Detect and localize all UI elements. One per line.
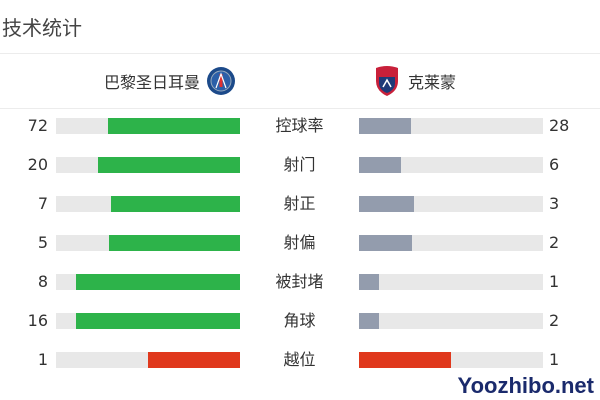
stat-row: 8 被封堵 1 bbox=[0, 272, 600, 292]
home-stat-bar bbox=[56, 274, 240, 290]
home-stat-fill bbox=[111, 196, 240, 212]
away-stat-fill bbox=[359, 118, 411, 134]
away-stat-bar bbox=[359, 352, 543, 368]
away-team-name: 克莱蒙 bbox=[408, 73, 457, 92]
away-stat-value: 1 bbox=[549, 350, 560, 369]
home-stat-value: 20 bbox=[27, 155, 48, 174]
home-stat-bar bbox=[56, 352, 240, 368]
home-stat-fill bbox=[76, 313, 240, 329]
away-stat-value: 2 bbox=[549, 233, 560, 252]
home-stat-fill bbox=[109, 235, 240, 251]
away-stat-fill bbox=[359, 196, 415, 212]
clermont-crest-icon bbox=[372, 65, 402, 97]
away-stat-fill bbox=[359, 313, 380, 329]
away-stat-value: 3 bbox=[549, 194, 560, 213]
watermark: Yoozhibo.net bbox=[457, 373, 594, 398]
stat-row: 1 越位 1 bbox=[0, 350, 600, 370]
away-stat-fill bbox=[359, 352, 451, 368]
home-stat-value: 16 bbox=[27, 311, 48, 330]
stat-label: 角球 bbox=[283, 311, 316, 330]
away-stat-bar bbox=[359, 118, 543, 134]
stat-label: 控球率 bbox=[275, 116, 324, 135]
divider bbox=[0, 108, 600, 109]
home-stat-bar bbox=[56, 196, 240, 212]
stat-row: 16 角球 2 bbox=[0, 311, 600, 331]
home-stat-bar bbox=[56, 235, 240, 251]
stat-label: 射门 bbox=[283, 155, 316, 174]
home-stat-value: 7 bbox=[37, 194, 48, 213]
home-stat-value: 72 bbox=[27, 116, 48, 135]
away-stat-value: 6 bbox=[549, 155, 560, 174]
home-stat-bar bbox=[56, 313, 240, 329]
away-stat-bar bbox=[359, 235, 543, 251]
home-stat-bar bbox=[56, 157, 240, 173]
home-stat-fill bbox=[148, 352, 240, 368]
divider bbox=[0, 53, 600, 54]
away-stat-fill bbox=[359, 274, 380, 290]
home-stat-value: 8 bbox=[37, 272, 48, 291]
away-stat-bar bbox=[359, 274, 543, 290]
away-team: 克莱蒙 bbox=[366, 66, 456, 96]
away-stat-fill bbox=[359, 235, 413, 251]
away-stat-fill bbox=[359, 157, 402, 173]
stat-row: 72 控球率 28 bbox=[0, 116, 600, 136]
stat-label: 被封堵 bbox=[275, 272, 324, 291]
stat-row: 20 射门 6 bbox=[0, 155, 600, 175]
away-stat-bar bbox=[359, 196, 543, 212]
away-stat-value: 2 bbox=[549, 311, 560, 330]
home-stat-value: 5 bbox=[37, 233, 48, 252]
home-team: 巴黎圣日耳曼 bbox=[104, 66, 242, 96]
away-stat-bar bbox=[359, 157, 543, 173]
stat-label: 越位 bbox=[283, 350, 316, 369]
psg-crest-icon bbox=[206, 65, 236, 97]
away-stat-value: 28 bbox=[549, 116, 570, 135]
stat-label: 射正 bbox=[283, 194, 316, 213]
away-stat-bar bbox=[359, 313, 543, 329]
away-stat-value: 1 bbox=[549, 272, 560, 291]
home-stat-fill bbox=[107, 118, 240, 134]
home-team-name: 巴黎圣日耳曼 bbox=[103, 73, 200, 92]
stat-row: 5 射偏 2 bbox=[0, 233, 600, 253]
home-stat-bar bbox=[56, 118, 240, 134]
home-stat-fill bbox=[98, 157, 240, 173]
page-title: 技术统计 bbox=[2, 16, 82, 40]
stat-row: 7 射正 3 bbox=[0, 194, 600, 214]
home-stat-fill bbox=[76, 274, 240, 290]
stat-label: 射偏 bbox=[283, 233, 316, 252]
home-stat-value: 1 bbox=[37, 350, 48, 369]
